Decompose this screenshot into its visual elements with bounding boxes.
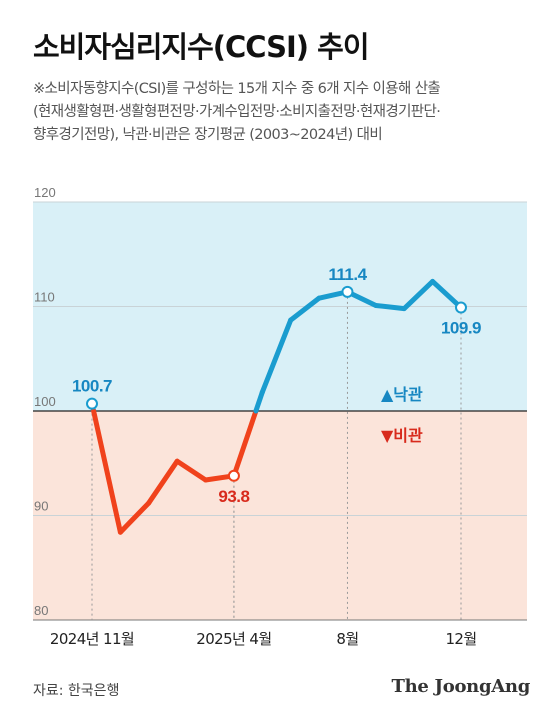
y-tick-label: 110 [34,290,55,305]
note-line-1: ※소비자동향지수(CSI)를 구성하는 15개 지수 중 6개 지수 이용해 산… [33,81,441,97]
series-segment [117,500,152,535]
series-segment [373,302,407,312]
series-segment [253,389,265,414]
series-segment [146,458,180,506]
series-segment [430,278,464,311]
data-label: 109.9 [441,319,481,338]
data-point-marker [455,301,467,314]
source-note: 자료: 한국은행 [33,683,120,699]
y-tick-label: 100 [34,394,56,409]
note-line-2: (현재생활형편·생활형편전망·가계수입전망·소비지출전망·현재경기판단· [33,104,441,120]
chart-note: ※소비자동향지수(CSI)를 구성하는 15개 지수 중 6개 지수 이용해 산… [33,78,538,147]
legend-optimism: ▲낙관 [381,385,423,404]
data-label: 100.7 [72,377,112,396]
data-point-marker [86,397,98,410]
chart-title: 소비자심리지수(CCSI) 추이 [33,30,370,64]
x-tick-label: 12월 [445,630,476,648]
data-label: 111.4 [328,265,367,284]
series-segment [259,317,294,395]
y-tick-label: 120 [34,185,56,200]
x-tick-label: 8월 [336,630,358,648]
line-chart: 120 110 100 90 80 100.7 93.8 111.4 109.9 2024년 11… [33,185,527,648]
y-tick-label: 90 [34,499,48,514]
legend-pessimism: ▼비관 [381,426,423,445]
y-tick-label: 80 [34,603,48,618]
x-tick-label: 2025년 4월 [196,630,271,648]
data-point-marker [227,469,240,482]
series-segment [401,278,436,312]
data-point-marker [341,285,354,298]
data-label: 93.8 [218,487,249,506]
series-segment [288,295,322,323]
series-segment [91,408,123,535]
brand-logo: The JoongAng [391,676,531,697]
note-line-3: 향후경기전망), 낙관·비관은 장기평균 (2003~2024년) 대비 [33,127,383,143]
series-segment [174,458,209,483]
x-tick-label: 2024년 11월 [50,630,134,648]
series-segment [231,408,259,479]
